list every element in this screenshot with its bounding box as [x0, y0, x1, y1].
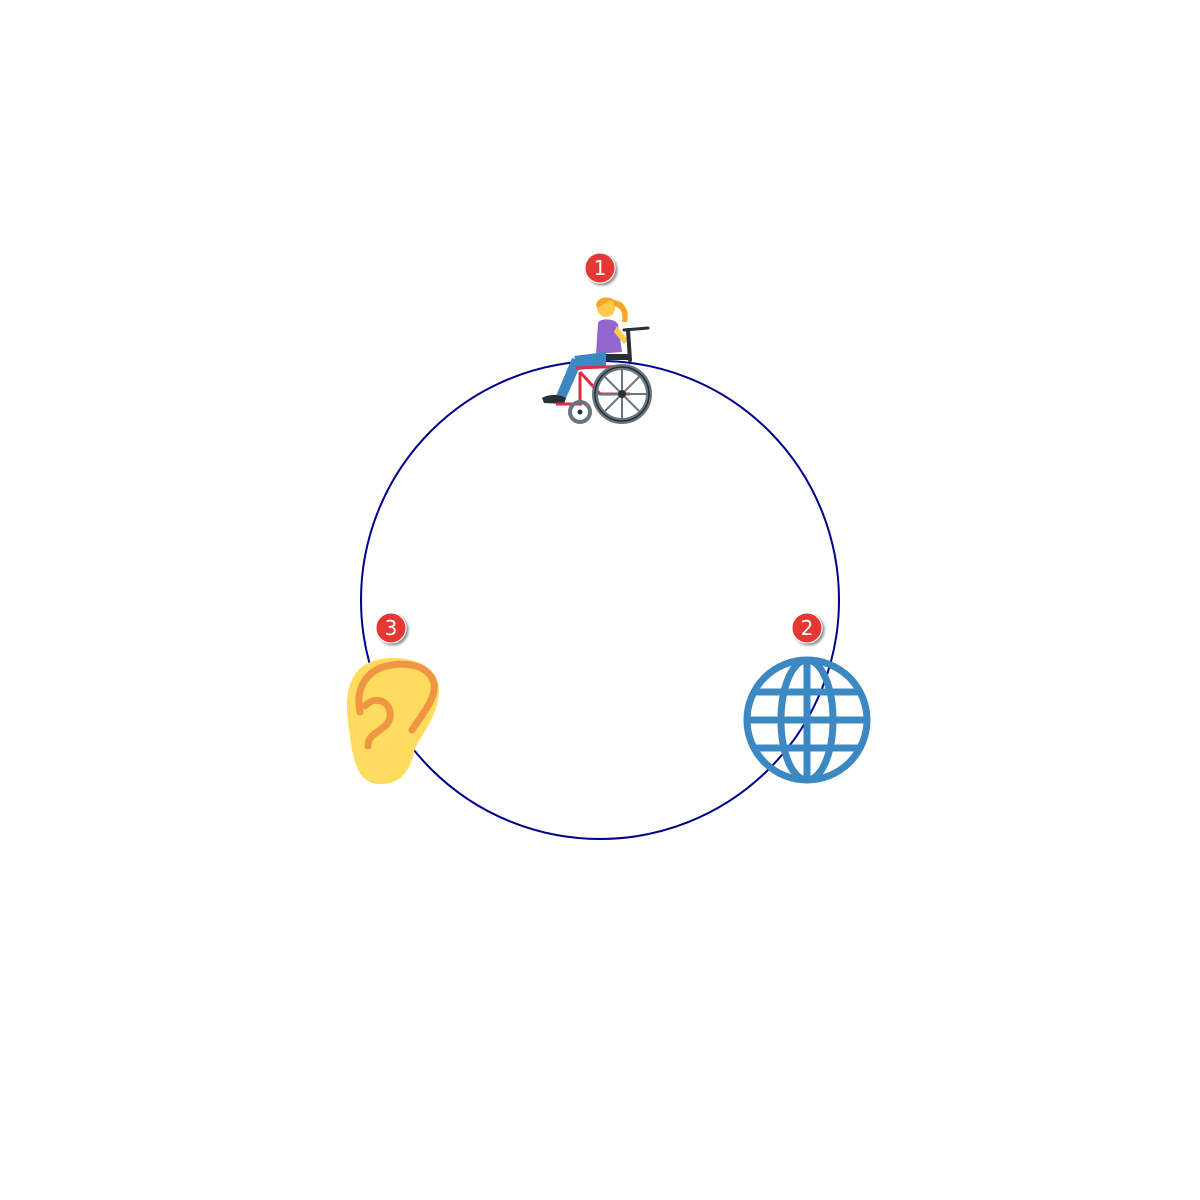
node-number: 1 — [594, 256, 607, 280]
node-2: 2 — [743, 612, 871, 784]
node-badge: 3 — [375, 612, 407, 644]
node-badge: 1 — [584, 252, 616, 284]
node-3: 3 — [346, 612, 440, 784]
node-badge: 2 — [791, 612, 823, 644]
person-in-manual-wheelchair-icon — [542, 297, 652, 424]
globe-with-meridians-icon — [743, 656, 871, 784]
node-number: 3 — [385, 616, 398, 640]
node-number: 2 — [801, 616, 814, 640]
node-1: 1 — [542, 252, 652, 424]
ear-icon — [346, 658, 440, 784]
